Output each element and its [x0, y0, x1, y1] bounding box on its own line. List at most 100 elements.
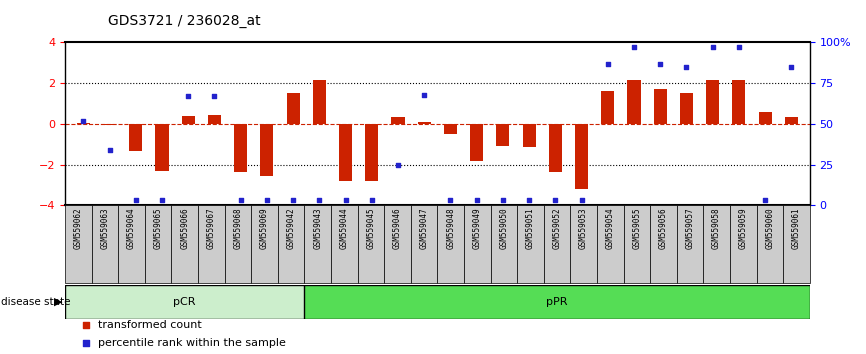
Point [306, 98, 320, 104]
Bar [522, 124, 536, 147]
Bar [597, 205, 624, 283]
Text: pPR: pPR [546, 297, 568, 307]
Bar [654, 89, 667, 124]
Point [785, 64, 798, 70]
Bar [706, 80, 720, 124]
Bar [785, 117, 798, 124]
Point [759, 198, 772, 203]
Bar [571, 205, 597, 283]
Bar [331, 205, 358, 283]
Bar [261, 124, 274, 176]
Bar [470, 124, 483, 161]
Bar [757, 205, 783, 283]
Bar [601, 91, 614, 124]
Point [522, 198, 536, 203]
Bar [103, 124, 116, 125]
Text: ▶: ▶ [54, 297, 62, 307]
Bar [464, 205, 490, 283]
Point [496, 198, 510, 203]
Point [260, 198, 274, 203]
Text: GSM559046: GSM559046 [393, 207, 402, 249]
Text: GSM559045: GSM559045 [366, 207, 375, 249]
Text: GSM559059: GSM559059 [739, 207, 747, 249]
Bar [676, 205, 703, 283]
Bar [783, 205, 810, 283]
Text: GSM559044: GSM559044 [339, 207, 349, 249]
Bar [278, 205, 304, 283]
Text: GSM559065: GSM559065 [153, 207, 163, 249]
Point [286, 198, 300, 203]
Bar [339, 124, 352, 181]
Text: GSM559048: GSM559048 [446, 207, 456, 249]
Point [306, 259, 320, 265]
Point [313, 198, 326, 203]
Text: GSM559067: GSM559067 [207, 207, 216, 249]
Bar [224, 205, 251, 283]
Bar [358, 205, 385, 283]
Point [575, 198, 589, 203]
Text: GSM559057: GSM559057 [686, 207, 695, 249]
Text: GSM559051: GSM559051 [526, 207, 535, 249]
Bar [410, 205, 437, 283]
Bar [544, 205, 571, 283]
Point [129, 198, 143, 203]
Text: pCR: pCR [173, 297, 196, 307]
Bar [490, 205, 517, 283]
Bar [287, 93, 300, 124]
Text: transformed count: transformed count [98, 320, 202, 330]
Text: GSM559060: GSM559060 [766, 207, 774, 249]
Bar [733, 80, 746, 124]
Text: GSM559062: GSM559062 [74, 207, 83, 249]
Bar [304, 285, 810, 319]
Bar [155, 124, 169, 171]
Bar [208, 115, 221, 124]
Bar [730, 205, 757, 283]
Point [680, 64, 694, 70]
Point [391, 162, 405, 167]
Text: GSM559058: GSM559058 [712, 207, 721, 249]
Bar [234, 124, 247, 172]
Point [469, 198, 483, 203]
Point [443, 198, 457, 203]
Text: GSM559056: GSM559056 [659, 207, 668, 249]
Bar [624, 205, 650, 283]
Text: GSM559049: GSM559049 [473, 207, 481, 249]
Bar [437, 205, 464, 283]
Point [234, 198, 248, 203]
Point [339, 198, 352, 203]
Text: GSM559066: GSM559066 [180, 207, 189, 249]
Bar [118, 205, 145, 283]
Bar [145, 205, 171, 283]
Bar [680, 93, 693, 124]
Text: GSM559069: GSM559069 [260, 207, 269, 249]
Text: GSM559068: GSM559068 [233, 207, 242, 249]
Point [601, 61, 615, 67]
Text: GSM559064: GSM559064 [127, 207, 136, 249]
Bar [304, 205, 331, 283]
Point [548, 198, 562, 203]
Text: GSM559050: GSM559050 [500, 207, 508, 249]
Bar [313, 80, 326, 124]
Bar [65, 205, 92, 283]
Bar [628, 80, 641, 124]
Text: GSM559042: GSM559042 [287, 207, 295, 249]
Point [181, 93, 195, 99]
Bar [517, 205, 544, 283]
Point [732, 45, 746, 50]
Point [417, 92, 431, 97]
Bar [171, 205, 198, 283]
Bar [77, 123, 90, 124]
Text: GDS3721 / 236028_at: GDS3721 / 236028_at [108, 14, 261, 28]
Bar [198, 205, 224, 283]
Text: GSM559047: GSM559047 [419, 207, 429, 249]
Bar [417, 122, 430, 124]
Text: GSM559054: GSM559054 [605, 207, 615, 249]
Bar [385, 205, 410, 283]
Point [155, 198, 169, 203]
Point [76, 118, 90, 124]
Text: GSM559052: GSM559052 [553, 207, 561, 249]
Text: disease state: disease state [1, 297, 70, 307]
Point [627, 45, 641, 50]
Point [706, 45, 720, 50]
Bar [444, 124, 457, 134]
